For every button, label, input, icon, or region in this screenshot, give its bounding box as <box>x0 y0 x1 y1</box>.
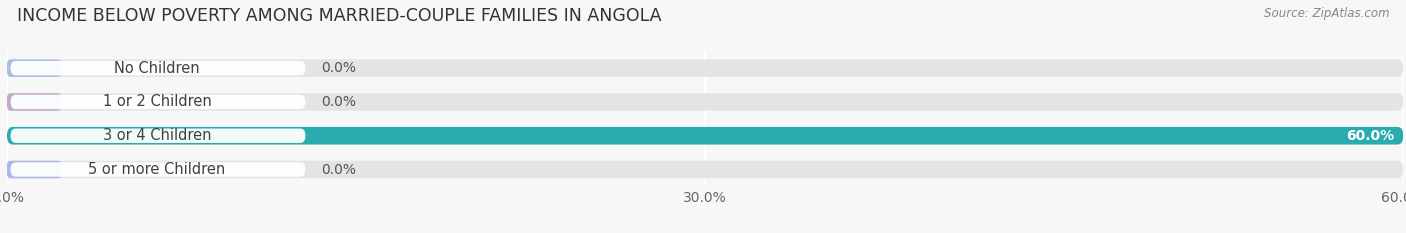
FancyBboxPatch shape <box>7 161 60 178</box>
Text: No Children: No Children <box>114 61 200 76</box>
Text: 5 or more Children: 5 or more Children <box>89 162 226 177</box>
FancyBboxPatch shape <box>7 127 1403 144</box>
FancyBboxPatch shape <box>7 127 1403 144</box>
Text: 0.0%: 0.0% <box>321 162 356 177</box>
FancyBboxPatch shape <box>7 59 1403 77</box>
FancyBboxPatch shape <box>10 95 305 109</box>
Text: 60.0%: 60.0% <box>1346 129 1393 143</box>
FancyBboxPatch shape <box>7 93 60 111</box>
FancyBboxPatch shape <box>7 59 60 77</box>
FancyBboxPatch shape <box>7 161 1403 178</box>
Text: 3 or 4 Children: 3 or 4 Children <box>103 128 211 143</box>
FancyBboxPatch shape <box>10 61 305 75</box>
Text: 0.0%: 0.0% <box>321 61 356 75</box>
Text: INCOME BELOW POVERTY AMONG MARRIED-COUPLE FAMILIES IN ANGOLA: INCOME BELOW POVERTY AMONG MARRIED-COUPL… <box>17 7 661 25</box>
FancyBboxPatch shape <box>10 129 305 143</box>
Text: 1 or 2 Children: 1 or 2 Children <box>103 94 211 110</box>
Text: 0.0%: 0.0% <box>321 95 356 109</box>
Text: Source: ZipAtlas.com: Source: ZipAtlas.com <box>1264 7 1389 20</box>
FancyBboxPatch shape <box>10 162 305 177</box>
FancyBboxPatch shape <box>7 93 1403 111</box>
